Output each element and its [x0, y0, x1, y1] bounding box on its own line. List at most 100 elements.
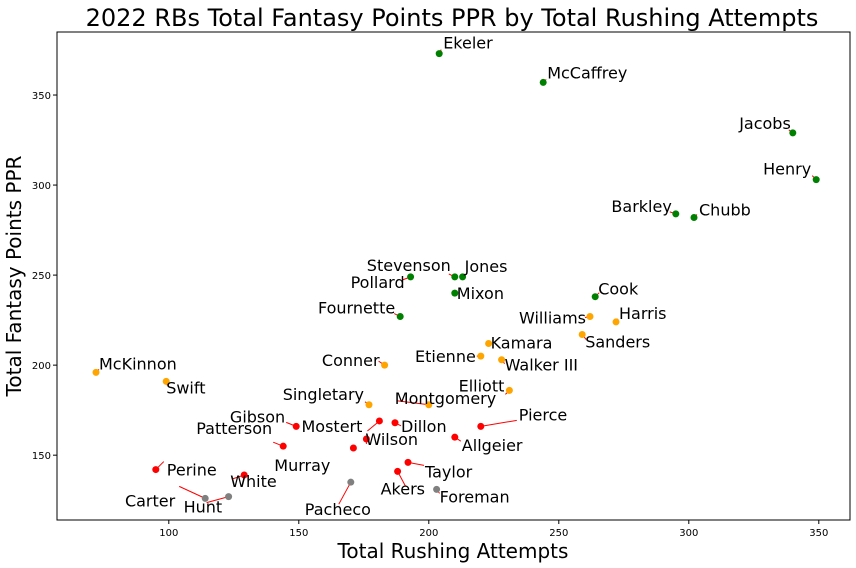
point-label: McCaffrey: [547, 63, 627, 82]
point-label: Singletary: [283, 385, 364, 404]
scatter-point: [451, 289, 459, 297]
x-tick-label: 350: [809, 528, 828, 539]
scatter-point: [433, 485, 441, 493]
point-label: Pacheco: [305, 500, 371, 519]
point-label: Montgomery: [395, 389, 496, 408]
point-label: Foreman: [440, 487, 510, 506]
scatter-point: [362, 435, 370, 443]
point-label: Gibson: [230, 407, 285, 426]
y-tick-label: 150: [32, 451, 51, 462]
point-label: Pollard: [351, 273, 405, 292]
axis-ticks: 100 150 200 250 300 350 150 200 250 300 350: [32, 91, 828, 539]
point-label: Walker III: [505, 356, 578, 375]
scatter-point: [349, 444, 357, 452]
scatter-point: [391, 419, 399, 427]
annotation-arrow: [396, 400, 429, 406]
point-label: Taylor: [424, 462, 473, 481]
scatter-point: [459, 273, 467, 281]
scatter-point: [586, 313, 594, 321]
x-axis-label: Total Rushing Attempts: [337, 539, 569, 563]
point-label: Sanders: [585, 333, 650, 352]
scatter-point: [92, 368, 100, 376]
point-label: Stevenson: [367, 256, 451, 275]
point-label: Elliott: [459, 376, 505, 395]
point-label: Jones: [464, 257, 508, 276]
point-label: Henry: [763, 160, 811, 179]
point-label: Mixon: [457, 284, 504, 303]
x-tick-label: 300: [679, 528, 698, 539]
y-axis-label: Total Fantasy Points PPR: [2, 155, 26, 397]
point-label: Akers: [381, 479, 425, 498]
scatter-point: [539, 78, 547, 86]
point-label: Wilson: [365, 430, 418, 449]
point-label: Harris: [619, 304, 667, 323]
scatter-point: [347, 478, 355, 486]
point-label: Etienne: [415, 347, 476, 366]
x-tick-label: 150: [289, 528, 308, 539]
point-label: Conner: [322, 351, 380, 370]
point-label: Hunt: [184, 498, 223, 517]
scatter-point: [396, 313, 404, 321]
y-tick-label: 350: [32, 91, 51, 102]
scatter-point: [451, 273, 459, 281]
scatter-point: [162, 377, 170, 385]
scatter-point: [279, 442, 287, 450]
point-label: White: [230, 472, 277, 491]
x-tick-label: 200: [419, 528, 438, 539]
point-label: Dillon: [401, 417, 447, 436]
y-tick-label: 300: [32, 181, 51, 192]
point-label: Cook: [598, 280, 639, 299]
scatter-point: [375, 417, 383, 425]
point-label: Carter: [125, 491, 176, 510]
scatter-point: [578, 331, 586, 339]
scatter-point: [690, 213, 698, 221]
scatter-point: [612, 318, 620, 326]
scatter-point: [365, 401, 373, 409]
scatter-point: [152, 466, 160, 474]
point-label: Jacobs: [738, 114, 791, 133]
annotation-arrow: [480, 419, 517, 427]
scatter-point: [451, 433, 459, 441]
point-label: Mostert: [301, 417, 362, 436]
point-label: Perine: [167, 461, 217, 480]
annotation-arrow: [338, 481, 352, 505]
annotation-arrow: [206, 496, 229, 504]
scatter-point: [485, 340, 493, 348]
scatter-point: [812, 176, 820, 184]
scatter-point: [672, 210, 680, 218]
scatter-points: [92, 50, 820, 502]
point-label: Kamara: [491, 334, 553, 353]
point-label: McKinnon: [99, 354, 177, 373]
point-label: Patterson: [196, 419, 272, 438]
point-label: Chubb: [699, 200, 751, 219]
point-label: Ekeler: [443, 34, 493, 53]
scatter-point: [404, 458, 412, 466]
scatter-point: [407, 273, 415, 281]
point-label: Pierce: [519, 405, 567, 424]
scatter-point: [591, 293, 599, 301]
point-label: Barkley: [611, 197, 671, 216]
scatter-point: [435, 50, 443, 58]
scatter-point: [225, 493, 233, 501]
scatter-point: [394, 467, 402, 475]
x-tick-label: 100: [159, 528, 178, 539]
scatter-point: [240, 471, 248, 479]
y-tick-label: 250: [32, 271, 51, 282]
point-label: Williams: [519, 309, 586, 328]
point-label: Allgeier: [462, 436, 523, 455]
y-tick-label: 200: [32, 361, 51, 372]
annotation-arrow: [178, 485, 206, 499]
scatter-point: [201, 494, 209, 502]
point-label: Swift: [166, 378, 205, 397]
scatter-point: [505, 386, 513, 394]
scatter-point: [381, 361, 389, 369]
x-tick-label: 250: [549, 528, 568, 539]
plot-area-frame: [56, 31, 851, 521]
point-label: Fournette: [318, 299, 395, 318]
scatter-point: [498, 356, 506, 364]
point-labels: Ekeler McCaffrey Jacobs Henry Barkley Chubb St…: [99, 34, 811, 520]
point-label: Murray: [274, 456, 330, 475]
scatter-point: [292, 422, 300, 430]
